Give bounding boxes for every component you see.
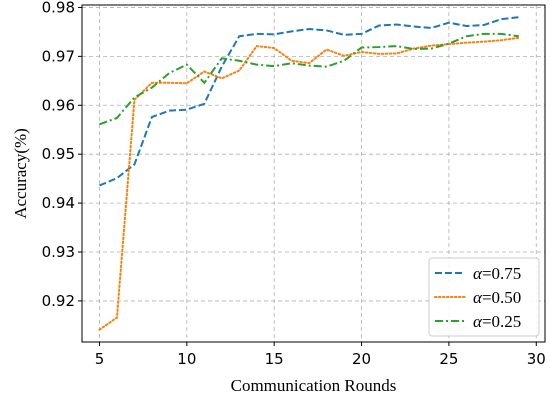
series-line-1: [98, 36, 520, 331]
x-tick-label: 5: [95, 350, 105, 368]
x-axis-title: Communication Rounds: [231, 376, 397, 395]
series-line-2: [99, 32, 519, 126]
legend-label-value: =0.50: [482, 288, 521, 307]
legend-label: α=0.50: [473, 288, 521, 307]
legend-label-symbol: α: [473, 264, 483, 283]
plot-frame: [81, 4, 546, 343]
y-axis-title: Accuracy(%): [11, 128, 30, 219]
legend-box: [428, 257, 540, 337]
legend-label-symbol: α: [473, 288, 483, 307]
legend-label: α=0.25: [473, 312, 521, 331]
y-tick-label: 0.95: [42, 145, 75, 163]
y-tick-label: 0.96: [42, 96, 75, 114]
y-tick-label: 0.93: [42, 243, 75, 261]
x-tick-label: 30: [527, 350, 546, 368]
x-tick-label: 10: [177, 350, 196, 368]
y-axis: 0.92 0.93 0.94 0.95 0.96 0.97 0.98: [42, 0, 82, 310]
y-tick-label: 0.92: [42, 292, 75, 310]
series-layer: [98, 16, 520, 331]
y-tick-label: 0.94: [42, 194, 75, 212]
legend-label-symbol: α: [473, 312, 483, 331]
x-tick-label: 25: [439, 350, 458, 368]
x-tick-label: 15: [265, 350, 284, 368]
legend-label: α=0.75: [473, 264, 521, 283]
x-axis: 5 10 15 20 25 30: [95, 342, 546, 368]
grid: [82, 5, 545, 342]
legend-label-value: =0.25: [482, 312, 521, 331]
x-tick-label: 20: [352, 350, 371, 368]
y-tick-label: 0.97: [42, 47, 75, 65]
legend-label-value: =0.75: [482, 264, 521, 283]
legend: α=0.75α=0.50α=0.25: [428, 257, 540, 337]
series-line-0: [99, 16, 519, 187]
y-tick-label: 0.98: [42, 0, 75, 16]
